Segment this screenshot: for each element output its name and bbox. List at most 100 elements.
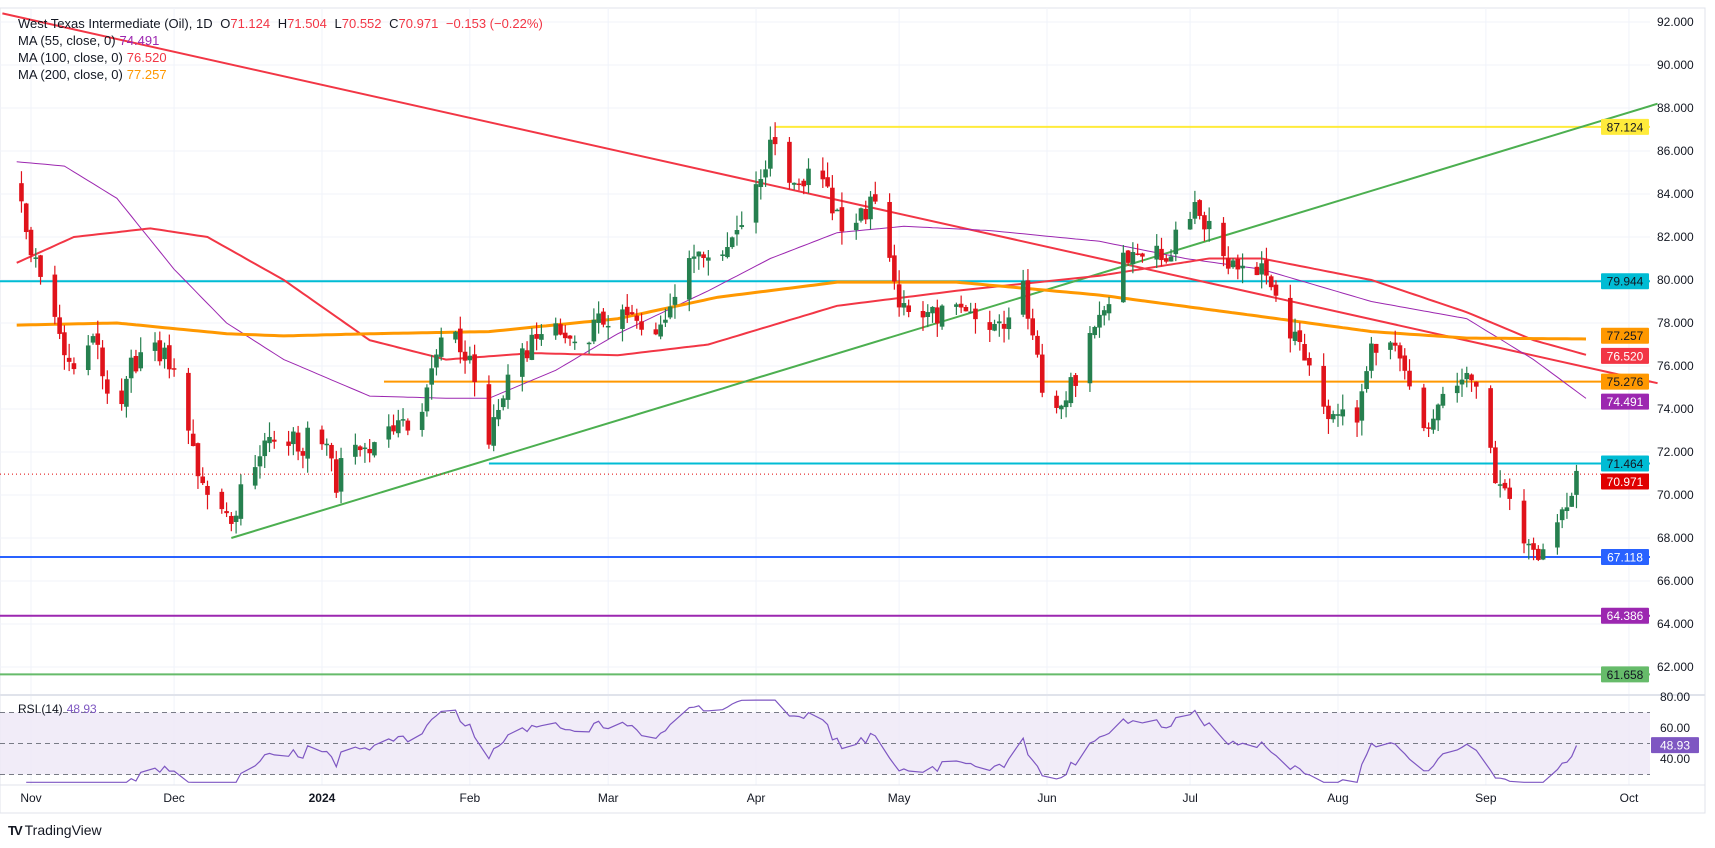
level-label-61.658[interactable]: 61.658 bbox=[1601, 666, 1649, 683]
candle[interactable] bbox=[629, 304, 635, 316]
candle[interactable] bbox=[1373, 343, 1379, 366]
candle[interactable] bbox=[663, 308, 668, 327]
candle[interactable] bbox=[500, 395, 506, 411]
candle[interactable] bbox=[186, 367, 191, 445]
candle[interactable] bbox=[1493, 440, 1498, 484]
candle[interactable] bbox=[1221, 217, 1226, 267]
ma-label-ma200[interactable]: 77.257 bbox=[1601, 327, 1649, 344]
candle[interactable] bbox=[386, 414, 392, 448]
candle[interactable] bbox=[190, 419, 196, 447]
candle[interactable] bbox=[1526, 539, 1532, 560]
rsi-line[interactable] bbox=[26, 699, 1578, 783]
level-label-75.276[interactable]: 75.276 bbox=[1601, 373, 1649, 390]
candle[interactable] bbox=[1459, 368, 1465, 397]
candle[interactable] bbox=[424, 384, 430, 417]
candle[interactable] bbox=[453, 330, 458, 344]
candle[interactable] bbox=[1006, 307, 1012, 340]
candle[interactable] bbox=[95, 320, 101, 360]
tradingview-logo[interactable]: TV TradingView bbox=[8, 822, 102, 838]
candle[interactable] bbox=[706, 250, 711, 276]
candle[interactable] bbox=[329, 442, 334, 472]
candle[interactable] bbox=[233, 510, 239, 534]
candle[interactable] bbox=[171, 358, 177, 377]
candle[interactable] bbox=[28, 226, 34, 263]
candle[interactable] bbox=[863, 200, 869, 225]
candle[interactable] bbox=[391, 414, 396, 435]
candle[interactable] bbox=[830, 175, 835, 221]
candle[interactable] bbox=[1173, 221, 1179, 262]
candle[interactable] bbox=[1073, 372, 1078, 398]
candle[interactable] bbox=[1426, 422, 1431, 438]
candle[interactable] bbox=[486, 375, 492, 449]
candle[interactable] bbox=[1559, 507, 1565, 529]
candle[interactable] bbox=[267, 422, 272, 453]
candle[interactable] bbox=[19, 171, 24, 213]
candle[interactable] bbox=[1521, 489, 1527, 554]
candle[interactable] bbox=[534, 322, 539, 351]
candle[interactable] bbox=[33, 248, 39, 268]
candle[interactable] bbox=[162, 342, 167, 369]
candle[interactable] bbox=[1054, 390, 1059, 414]
candle[interactable] bbox=[887, 193, 892, 262]
ma200-legend[interactable]: MA (200, close, 0) 77.257 bbox=[18, 66, 543, 83]
candle[interactable] bbox=[291, 427, 296, 456]
candle[interactable] bbox=[1369, 336, 1374, 379]
candle[interactable] bbox=[939, 304, 945, 330]
candle[interactable] bbox=[758, 169, 764, 200]
candle[interactable] bbox=[66, 343, 72, 372]
candle[interactable] bbox=[524, 341, 530, 362]
candle[interactable] bbox=[1192, 190, 1198, 225]
candle[interactable] bbox=[553, 317, 558, 340]
candle[interactable] bbox=[753, 171, 759, 234]
candle[interactable] bbox=[38, 254, 43, 285]
candle[interactable] bbox=[1035, 330, 1040, 358]
candle[interactable] bbox=[634, 308, 640, 329]
candle[interactable] bbox=[128, 349, 134, 393]
candle[interactable] bbox=[930, 306, 935, 323]
candle[interactable] bbox=[119, 378, 124, 411]
candle[interactable] bbox=[71, 357, 77, 375]
candle[interactable] bbox=[1254, 262, 1260, 276]
ma-line-ma100[interactable] bbox=[16, 227, 1587, 361]
candle[interactable] bbox=[906, 299, 911, 318]
candle[interactable] bbox=[1397, 342, 1403, 372]
candle[interactable] bbox=[1502, 479, 1508, 491]
candle[interactable] bbox=[324, 438, 330, 456]
candle[interactable] bbox=[739, 211, 745, 230]
candle[interactable] bbox=[1321, 353, 1326, 415]
candle[interactable] bbox=[1025, 269, 1031, 330]
candle[interactable] bbox=[1454, 372, 1460, 403]
candle[interactable] bbox=[997, 314, 1002, 337]
candle[interactable] bbox=[1097, 301, 1102, 338]
candle[interactable] bbox=[1292, 318, 1298, 346]
candle[interactable] bbox=[567, 335, 573, 346]
candle[interactable] bbox=[539, 324, 544, 346]
candle[interactable] bbox=[1440, 386, 1446, 409]
candle[interactable] bbox=[825, 162, 830, 188]
candle[interactable] bbox=[1497, 470, 1503, 498]
candle[interactable] bbox=[1159, 237, 1164, 267]
candle[interactable] bbox=[1287, 284, 1293, 353]
candle[interactable] bbox=[935, 299, 940, 337]
candle[interactable] bbox=[791, 182, 797, 190]
candle[interactable] bbox=[787, 137, 792, 190]
candle[interactable] bbox=[1059, 404, 1064, 419]
candle[interactable] bbox=[1364, 366, 1369, 393]
candle[interactable] bbox=[467, 346, 473, 364]
candle[interactable] bbox=[624, 294, 630, 323]
candle[interactable] bbox=[23, 202, 29, 240]
candle[interactable] bbox=[1297, 322, 1303, 351]
candle[interactable] bbox=[1326, 399, 1331, 434]
candle[interactable] bbox=[1340, 394, 1346, 426]
candle[interactable] bbox=[720, 250, 725, 261]
candle[interactable] bbox=[1039, 343, 1045, 398]
candle[interactable] bbox=[90, 333, 96, 345]
candle[interactable] bbox=[620, 304, 625, 342]
candle[interactable] bbox=[1020, 269, 1026, 318]
candle[interactable] bbox=[892, 244, 897, 290]
candle[interactable] bbox=[400, 408, 406, 427]
candle[interactable] bbox=[586, 341, 592, 354]
candle[interactable] bbox=[124, 376, 129, 418]
candle[interactable] bbox=[1273, 280, 1279, 302]
